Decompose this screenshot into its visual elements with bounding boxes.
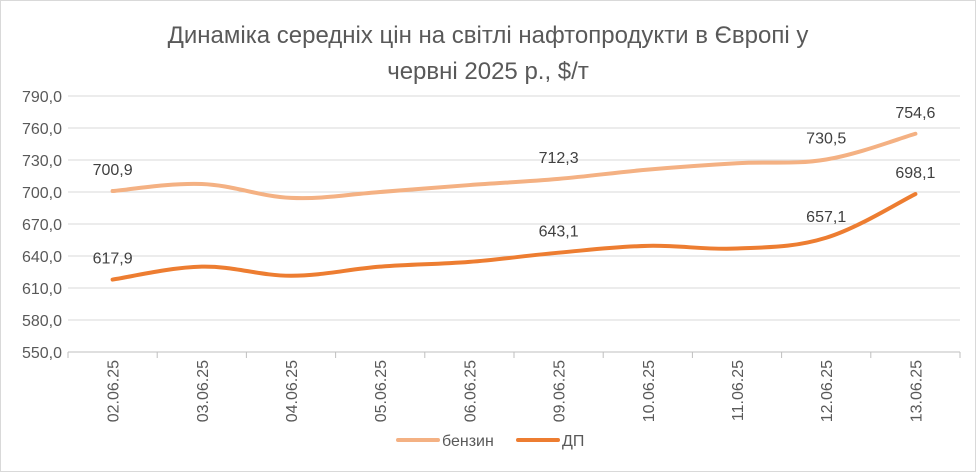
y-tick-label: 550,0 <box>22 345 62 362</box>
x-tick-label: 05.06.25 <box>373 360 390 422</box>
data-label: 730,5 <box>806 130 846 147</box>
legend: бензин ДП <box>396 433 584 450</box>
y-axis: 550,0 580,0 610,0 640,0 670,0 700,0 730,0 760,0… <box>22 89 62 362</box>
data-label: 698,1 <box>895 165 935 182</box>
data-labels: 700,9 712,3 730,5 754,6 617,9 643,1 657,1 698,1 <box>93 105 936 268</box>
x-tick-label: 02.06.25 <box>106 360 123 422</box>
data-label: 617,9 <box>93 251 133 268</box>
x-tick-label: 13.06.25 <box>908 360 925 422</box>
y-tick-label: 580,0 <box>22 313 62 330</box>
x-tick-label: 06.06.25 <box>462 360 479 422</box>
chart-title-line-1: Динаміка середніх цін на світлі нафтопро… <box>167 22 809 49</box>
series-line-0 <box>110 131 918 201</box>
data-label: 700,9 <box>93 162 133 179</box>
y-tick-label: 760,0 <box>22 121 62 138</box>
legend-label: ДП <box>562 433 584 450</box>
x-axis: 02.06.25 03.06.25 04.06.25 05.06.25 06.06.25… <box>67 351 961 422</box>
y-tick-label: 640,0 <box>22 249 62 266</box>
series-lines <box>110 131 918 282</box>
x-tick-label: 11.06.25 <box>730 360 747 421</box>
data-label: 657,1 <box>806 209 846 226</box>
y-tick-label: 670,0 <box>22 217 62 234</box>
data-label: 754,6 <box>895 105 935 122</box>
y-tick-label: 700,0 <box>22 185 62 202</box>
series-line-1 <box>110 192 918 282</box>
x-tick-label: 03.06.25 <box>195 360 212 422</box>
data-label: 712,3 <box>539 150 579 167</box>
x-tick-label: 12.06.25 <box>819 360 836 422</box>
data-label: 643,1 <box>539 224 579 241</box>
chart-title-line-2: червні 2025 р., $/т <box>387 58 589 85</box>
legend-label: бензин <box>442 433 494 450</box>
y-tick-label: 610,0 <box>22 281 62 298</box>
x-tick-label: 09.06.25 <box>552 360 569 422</box>
x-tick-label: 04.06.25 <box>284 360 301 422</box>
y-tick-label: 730,0 <box>22 153 62 170</box>
y-tick-label: 790,0 <box>22 89 62 106</box>
x-tick-label: 10.06.25 <box>641 360 658 422</box>
